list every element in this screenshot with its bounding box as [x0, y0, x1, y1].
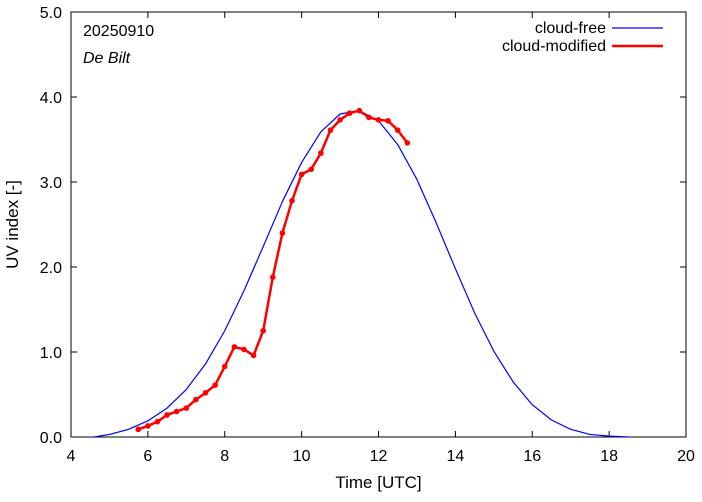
data-point-cloud-modified — [164, 412, 170, 418]
y-tick-label: 0.0 — [40, 430, 62, 447]
y-tick-label: 2.0 — [40, 260, 62, 277]
legend-label-cloud-free: cloud-free — [535, 20, 606, 37]
data-point-cloud-modified — [308, 166, 315, 173]
x-tick-label: 6 — [143, 448, 152, 465]
x-tick-label: 16 — [523, 448, 541, 465]
data-point-cloud-modified — [241, 346, 247, 353]
x-tick-label: 18 — [600, 448, 618, 465]
data-point-cloud-modified — [193, 396, 199, 403]
plot-area-frame — [70, 11, 687, 438]
x-tick-label: 20 — [677, 448, 695, 465]
series-line-cloud-modified — [137, 109, 409, 431]
data-point-cloud-modified — [337, 117, 343, 123]
x-tick-label: 8 — [220, 448, 229, 465]
data-point-cloud-modified — [183, 405, 190, 411]
x-tick-label: 14 — [446, 448, 464, 465]
data-point-cloud-modified — [260, 327, 266, 334]
data-point-cloud-modified — [202, 390, 209, 396]
data-point-cloud-modified — [135, 426, 142, 433]
data-point-cloud-modified — [385, 118, 391, 124]
y-tick-label: 1.0 — [40, 345, 62, 362]
x-tick-label: 4 — [67, 448, 76, 465]
y-tick-label: 5.0 — [40, 5, 62, 22]
y-tick-label: 4.0 — [40, 90, 62, 107]
data-point-cloud-modified — [394, 127, 401, 133]
series-line-cloud-free — [93, 109, 629, 438]
x-axis-label: Time [UTC] — [335, 473, 421, 492]
data-point-cloud-modified — [327, 127, 334, 133]
data-point-cloud-modified — [404, 140, 411, 146]
x-tick-label: 10 — [293, 448, 311, 465]
data-point-cloud-modified — [346, 110, 353, 116]
data-point-cloud-modified — [154, 418, 161, 425]
y-axis-label: UV index [-] — [3, 180, 22, 269]
legend-label-cloud-modified: cloud-modified — [502, 38, 606, 55]
data-point-cloud-modified — [221, 363, 228, 370]
data-point-cloud-modified — [366, 114, 372, 121]
y-tick-label: 3.0 — [40, 175, 62, 192]
date-annotation: 20250910 — [83, 23, 154, 40]
data-point-cloud-modified — [279, 230, 286, 236]
data-point-cloud-modified — [212, 382, 218, 388]
data-point-cloud-modified — [145, 423, 151, 429]
data-point-cloud-modified — [173, 408, 180, 415]
data-point-cloud-modified — [375, 117, 382, 123]
location-annotation: De Bilt — [83, 50, 131, 67]
data-point-cloud-modified — [298, 171, 305, 178]
data-point-cloud-modified — [318, 150, 324, 156]
data-point-cloud-modified — [250, 352, 257, 359]
data-point-cloud-modified — [269, 274, 276, 281]
data-point-cloud-modified — [356, 107, 363, 114]
data-point-cloud-modified — [231, 344, 238, 350]
x-tick-label: 12 — [370, 448, 388, 465]
data-point-cloud-modified — [289, 197, 295, 204]
